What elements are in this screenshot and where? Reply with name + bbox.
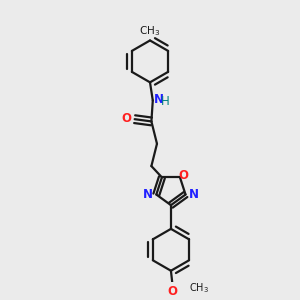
Text: H: H [160,95,169,108]
Text: CH$_3$: CH$_3$ [189,281,209,295]
Text: N: N [143,188,153,201]
Text: N: N [189,188,199,201]
Text: N: N [154,93,164,106]
Text: O: O [167,285,177,298]
Text: O: O [121,112,131,125]
Text: CH$_3$: CH$_3$ [140,24,160,38]
Text: O: O [178,169,188,182]
